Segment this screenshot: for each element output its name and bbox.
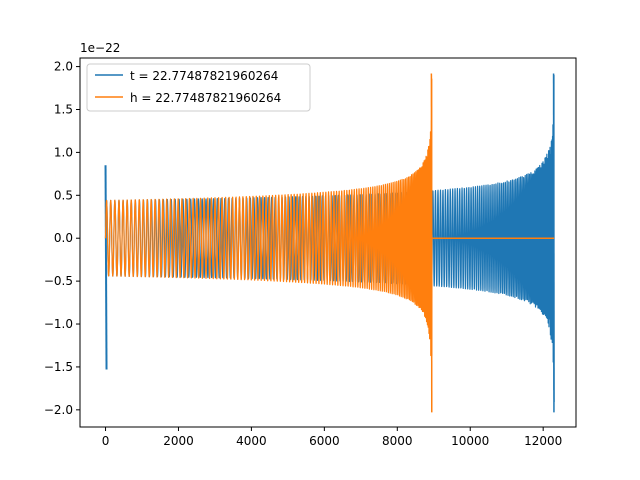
axes-frame — [79, 57, 577, 428]
y-offset-label: 1e−22 — [80, 41, 120, 55]
legend: t = 22.77487821960264 h = 22.77487821960… — [86, 63, 311, 112]
legend-box — [86, 63, 311, 112]
y-axis-ticks: −2.0 −1.5 −1.0 −0.5 0.0 0.5 1.0 1.5 2.0 — [44, 60, 80, 417]
x-tick-label: 12000 — [524, 434, 562, 448]
x-tick-label: 2000 — [163, 434, 194, 448]
y-tick-label: 1.5 — [54, 102, 73, 116]
y-tick-label: −1.5 — [44, 360, 73, 374]
x-tick-label: 10000 — [451, 434, 489, 448]
legend-label-h: h = 22.77487821960264 — [130, 91, 281, 105]
x-tick-label: 4000 — [236, 434, 267, 448]
y-tick-label: 0.0 — [54, 231, 73, 245]
series-glitch-0 — [104, 165, 108, 370]
y-tick-label: 2.0 — [54, 60, 73, 74]
y-tick-label: 1.0 — [54, 145, 73, 159]
series-line-1 — [104, 78, 433, 357]
x-axis-ticks: 0 2000 4000 6000 8000 10000 12000 — [102, 427, 562, 448]
y-tick-label: −2.0 — [44, 403, 73, 417]
y-tick-label: −0.5 — [44, 274, 73, 288]
plot-area — [104, 73, 555, 413]
x-tick-label: 6000 — [309, 434, 340, 448]
legend-label-t: t = 22.77487821960264 — [130, 69, 278, 83]
y-tick-label: 0.5 — [54, 188, 73, 202]
y-tick-label: −1.0 — [44, 317, 73, 331]
x-tick-label: 8000 — [382, 434, 413, 448]
x-tick-label: 0 — [102, 434, 110, 448]
